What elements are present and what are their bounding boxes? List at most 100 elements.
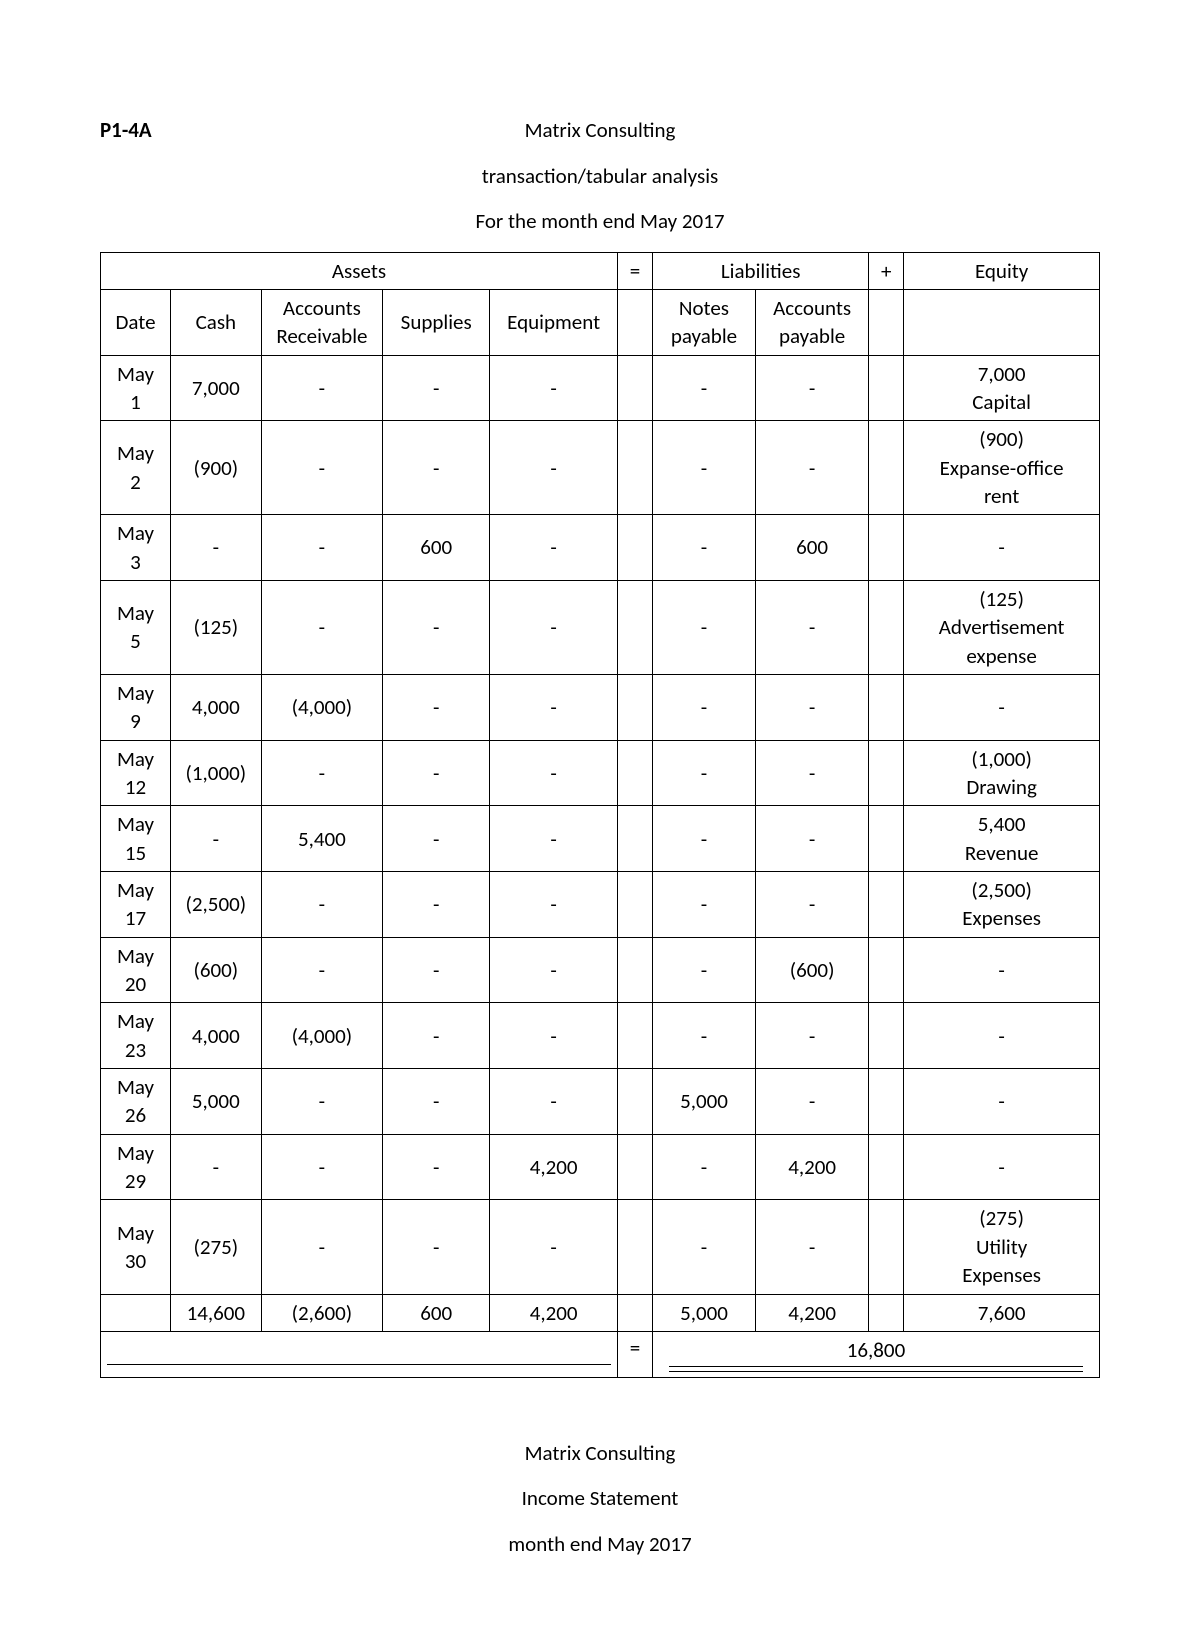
cell-equipment: - — [490, 1003, 618, 1069]
grand-total-left — [101, 1331, 618, 1377]
col-equipment: Equipment — [490, 289, 618, 355]
cell-np: - — [653, 355, 756, 421]
income-company: Matrix Consulting — [100, 1438, 1100, 1470]
cell-equity: 5,400 Revenue — [904, 806, 1100, 872]
table-row: May 12(1,000)-----(1,000) Drawing — [101, 740, 1100, 806]
cell-supplies: 600 — [383, 515, 490, 581]
cell-equipment: - — [490, 515, 618, 581]
cell-ap: - — [755, 580, 868, 674]
cell-date: May 2 — [101, 421, 171, 515]
cell-ap: - — [755, 1069, 868, 1135]
cell-ar: - — [261, 937, 383, 1003]
col-op-blank — [618, 289, 653, 355]
cell-op — [618, 1003, 653, 1069]
grand-total-equals: = — [618, 1331, 653, 1377]
cell-ar: - — [261, 355, 383, 421]
equity-group-header: Equity — [904, 252, 1100, 289]
cell-cash: 5,000 — [171, 1069, 262, 1135]
cell-cash: (125) — [171, 580, 262, 674]
cell-op — [618, 674, 653, 740]
cell-ap: - — [755, 421, 868, 515]
cell-op — [618, 421, 653, 515]
cell-plus — [869, 1069, 904, 1135]
cell-supplies: - — [383, 1003, 490, 1069]
cell-np: - — [653, 1134, 756, 1200]
cell-np: - — [653, 806, 756, 872]
subtotal-row: 14,600 (2,600) 600 4,200 5,000 4,200 7,6… — [101, 1294, 1100, 1331]
cell-np: - — [653, 1003, 756, 1069]
table-row: May 2(900)-----(900) Expanse-office rent — [101, 421, 1100, 515]
table-row: May 30(275)-----(275) Utility Expenses — [101, 1200, 1100, 1294]
cell-supplies: - — [383, 806, 490, 872]
cell-ar: 5,400 — [261, 806, 383, 872]
cell-ap: - — [755, 806, 868, 872]
document-header: P1-4A Matrix Consulting transaction/tabu… — [100, 115, 1100, 238]
cell-op — [618, 355, 653, 421]
company-title: Matrix Consulting — [180, 115, 1100, 147]
cell-supplies: - — [383, 1200, 490, 1294]
cell-ap: - — [755, 740, 868, 806]
table-row: May 5(125)-----(125) Advertisement expen… — [101, 580, 1100, 674]
subtotal-plus — [869, 1294, 904, 1331]
cell-plus — [869, 515, 904, 581]
cell-equity: - — [904, 1069, 1100, 1135]
cell-date: May 29 — [101, 1134, 171, 1200]
cell-equipment: - — [490, 806, 618, 872]
col-plus-blank — [869, 289, 904, 355]
cell-ar: - — [261, 872, 383, 938]
group-header-row: Assets = Liabilities + Equity — [101, 252, 1100, 289]
subtotal-date — [101, 1294, 171, 1331]
cell-equity: - — [904, 674, 1100, 740]
cell-cash: (2,500) — [171, 872, 262, 938]
subtotal-op — [618, 1294, 653, 1331]
table-row: May 94,000(4,000)----- — [101, 674, 1100, 740]
cell-equity: - — [904, 1003, 1100, 1069]
cell-ap: - — [755, 355, 868, 421]
plus-header: + — [869, 252, 904, 289]
table-row: May 17,000-----7,000 Capital — [101, 355, 1100, 421]
cell-op — [618, 1200, 653, 1294]
cell-equipment: - — [490, 674, 618, 740]
cell-equity: (1,000) Drawing — [904, 740, 1100, 806]
cell-np: - — [653, 580, 756, 674]
cell-op — [618, 806, 653, 872]
income-statement-header: Matrix Consulting Income Statement month… — [100, 1438, 1100, 1561]
cell-ar: - — [261, 1134, 383, 1200]
cell-ar: - — [261, 740, 383, 806]
subtotal-equity: 7,600 — [904, 1294, 1100, 1331]
col-date: Date — [101, 289, 171, 355]
cell-equipment: - — [490, 580, 618, 674]
cell-equipment: - — [490, 872, 618, 938]
cell-supplies: - — [383, 937, 490, 1003]
cell-np: 5,000 — [653, 1069, 756, 1135]
cell-ar: - — [261, 515, 383, 581]
subtotal-equipment: 4,200 — [490, 1294, 618, 1331]
cell-equipment: - — [490, 1200, 618, 1294]
cell-equity: 7,000 Capital — [904, 355, 1100, 421]
cell-ar: (4,000) — [261, 1003, 383, 1069]
cell-op — [618, 580, 653, 674]
cell-equipment: - — [490, 740, 618, 806]
period: For the month end May 2017 — [100, 206, 1100, 238]
cell-np: - — [653, 421, 756, 515]
table-row: May 265,000---5,000-- — [101, 1069, 1100, 1135]
problem-label: P1-4A — [100, 115, 180, 147]
cell-ar: - — [261, 580, 383, 674]
grand-total-right: 16,800 — [653, 1331, 1100, 1377]
cell-np: - — [653, 1200, 756, 1294]
cell-cash: (600) — [171, 937, 262, 1003]
cell-supplies: - — [383, 421, 490, 515]
income-period: month end May 2017 — [100, 1529, 1100, 1561]
cell-op — [618, 515, 653, 581]
cell-ap: 600 — [755, 515, 868, 581]
cell-ap: - — [755, 1003, 868, 1069]
cell-ap: - — [755, 872, 868, 938]
cell-np: - — [653, 674, 756, 740]
cell-plus — [869, 740, 904, 806]
cell-cash: (275) — [171, 1200, 262, 1294]
col-notes-payable: Notes payable — [653, 289, 756, 355]
cell-supplies: - — [383, 580, 490, 674]
subtitle: transaction/tabular analysis — [100, 161, 1100, 193]
income-title: Income Statement — [100, 1483, 1100, 1515]
cell-equity: - — [904, 1134, 1100, 1200]
